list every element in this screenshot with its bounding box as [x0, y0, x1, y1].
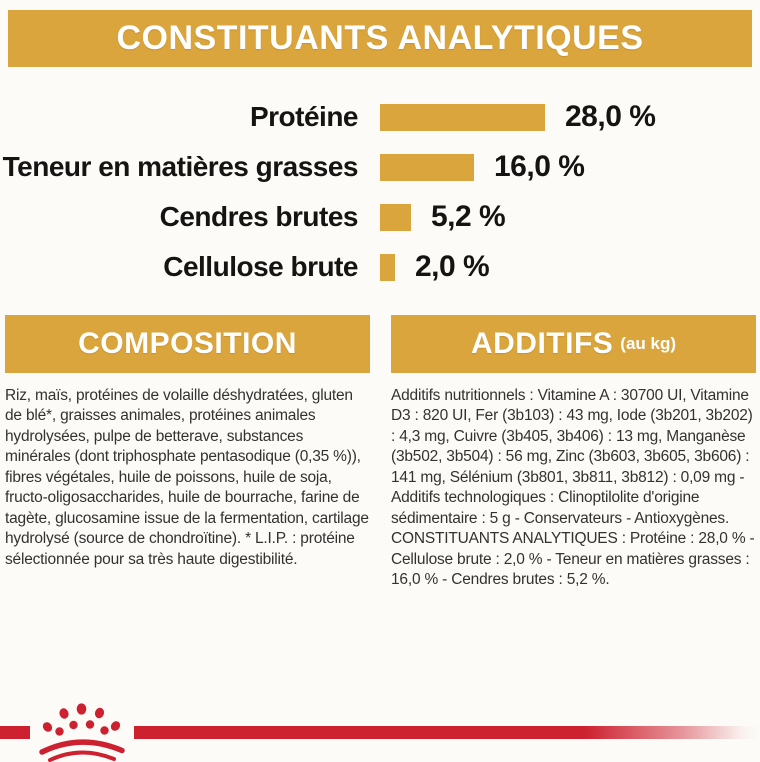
- additives-body-text: Additifs nutritionnels : Vitamine A : 30…: [391, 387, 755, 589]
- chart-value-label: 16,0 %: [494, 150, 585, 183]
- info-columns: COMPOSITION Riz, maïs, protéines de vola…: [5, 315, 756, 591]
- analytical-constituents-title: CONSTITUANTS ANALYTIQUES: [116, 19, 644, 57]
- additives-section: ADDITIFS (au kg) Additifs nutritionnels …: [391, 315, 756, 591]
- composition-body-text: Riz, maïs, protéines de volaille déshydr…: [5, 387, 369, 568]
- chart-category-label: Cellulose brute: [163, 251, 358, 282]
- chart-value-label: 5,2 %: [431, 200, 506, 233]
- chart-row: Cellulose brute 2,0 %: [0, 242, 760, 292]
- composition-title: COMPOSITION: [78, 327, 297, 360]
- chart-bar: [380, 253, 395, 281]
- chart-row: Protéine 28,0 %: [0, 92, 760, 142]
- bar-chart: Protéine 28,0 % Teneur en matières grasses…: [0, 92, 760, 292]
- chart-value-label: 2,0 %: [415, 250, 490, 283]
- chart-label-cell: Cendres brutes: [0, 201, 359, 233]
- chart-bar: [380, 203, 411, 231]
- composition-banner: COMPOSITION: [5, 315, 370, 373]
- royal-canin-crown-logo: [39, 703, 125, 762]
- chart-row: Teneur en matières grasses 16,0 %: [0, 142, 760, 192]
- chart-bar: [380, 103, 545, 131]
- additives-banner: ADDITIFS (au kg): [391, 315, 756, 373]
- footer-red-band: [134, 726, 760, 739]
- chart-label-cell: Teneur en matières grasses: [0, 151, 359, 183]
- chart-category-label: Cendres brutes: [159, 201, 359, 232]
- additives-title-suffix: (au kg): [620, 334, 677, 353]
- chart-category-label: Protéine: [249, 101, 359, 132]
- chart-label-cell: Protéine: [0, 101, 359, 133]
- chart-category-label: Teneur en matières grasses: [2, 151, 359, 182]
- chart-row: Cendres brutes 5,2 %: [0, 192, 760, 242]
- chart-value-label: 28,0 %: [565, 100, 656, 133]
- chart-bar: [380, 153, 474, 181]
- analytical-constituents-banner: CONSTITUANTS ANALYTIQUES: [8, 10, 752, 67]
- composition-section: COMPOSITION Riz, maïs, protéines de vola…: [5, 315, 370, 591]
- chart-label-cell: Cellulose brute: [0, 251, 358, 283]
- additives-title: ADDITIFS: [470, 327, 614, 360]
- footer-red-band-left-dash: [0, 726, 30, 739]
